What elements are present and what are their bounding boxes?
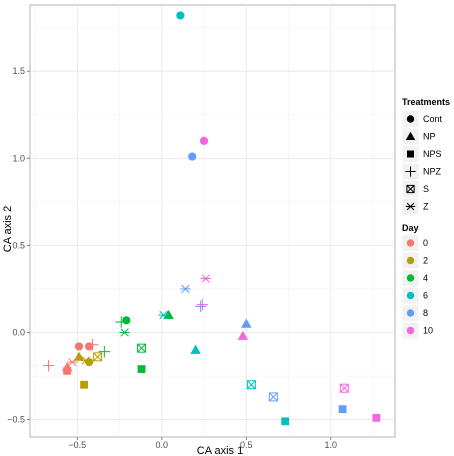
data-point	[241, 318, 252, 328]
y-tick-label: −0.5	[7, 415, 25, 425]
data-point	[66, 357, 78, 367]
data-point	[93, 352, 103, 362]
data-point	[246, 380, 256, 390]
data-point	[268, 392, 278, 402]
y-tick-label: 0.0	[12, 327, 25, 337]
legend-item-npz: NPZ	[401, 162, 442, 181]
data-point	[158, 310, 169, 320]
legend-label: S	[423, 184, 429, 194]
data-point	[281, 417, 290, 426]
legend-label: Cont	[423, 114, 443, 124]
data-point	[176, 11, 185, 20]
data-point	[42, 359, 55, 372]
legend-item-day-0: 0	[401, 234, 428, 252]
data-point	[137, 343, 147, 353]
data-point	[98, 345, 111, 358]
legend-label: 8	[423, 308, 428, 318]
x-tick-label: 1.0	[325, 440, 338, 450]
data-point	[163, 309, 174, 320]
legend-day-title: Day	[402, 223, 419, 233]
y-axis-title: CA axis 2	[2, 206, 14, 252]
x-tick-label: −0.5	[68, 440, 86, 450]
legend-item-s: S	[401, 180, 429, 198]
legend-item-day-2: 2	[401, 251, 428, 270]
legend-label: 0	[423, 238, 428, 248]
y-tick-label: 1.5	[12, 66, 25, 76]
legend-item-z: Z	[401, 197, 429, 216]
data-point	[200, 274, 211, 283]
data-point	[137, 365, 146, 373]
legend-item-nps: NPS	[401, 145, 442, 163]
legend-label: NPZ	[423, 167, 442, 177]
x-axis: −0.5 0.0 0.5 1.0	[68, 437, 337, 450]
legend-label: 2	[423, 256, 428, 266]
y-axis: −0.5 0.0 0.5 1.0 1.5	[7, 66, 30, 425]
legend-item-day-10: 10	[401, 321, 433, 340]
x-axis-title: CA axis 1	[197, 445, 243, 456]
data-point	[188, 152, 197, 161]
data-point	[86, 338, 99, 351]
data-point	[115, 316, 127, 328]
data-point	[339, 383, 349, 393]
data-point	[194, 300, 207, 313]
legend-item-day-4: 4	[401, 269, 428, 287]
y-tick-label: 1.0	[12, 153, 25, 163]
data-point	[119, 328, 130, 337]
plot-panel	[29, 4, 396, 438]
x-tick-label: 0.0	[156, 440, 169, 450]
data-point	[73, 351, 85, 361]
data-points	[42, 11, 381, 426]
legend-item-day-8: 8	[401, 304, 428, 322]
data-point	[180, 284, 191, 294]
legend-day: Day 0 2 4 6 8 10	[401, 223, 433, 340]
data-point	[80, 356, 92, 365]
y-tick-label: 0.5	[12, 240, 25, 250]
legend-label: NP	[423, 132, 436, 142]
data-point	[80, 380, 88, 389]
data-point	[372, 413, 381, 422]
legend-item-cont: Cont	[401, 110, 443, 128]
legend-label: NPS	[423, 149, 442, 159]
data-point	[196, 298, 209, 311]
data-point	[190, 344, 201, 354]
legend-label: 10	[423, 326, 433, 336]
data-point	[74, 342, 84, 351]
legend-label: 4	[423, 273, 428, 283]
legend-label: 6	[423, 291, 428, 301]
legend-item-day-6: 6	[401, 286, 428, 305]
data-point	[122, 316, 131, 325]
data-point	[237, 330, 249, 340]
data-point	[199, 136, 209, 145]
legend-label: Z	[423, 202, 429, 212]
data-point	[85, 342, 94, 351]
legend-item-np: NP	[401, 127, 436, 146]
plot-background	[29, 4, 396, 438]
x-tick-label: 0.5	[240, 440, 253, 450]
legend-treatments: Treatments Cont NP NPS NPZ SZ	[401, 97, 450, 216]
legend-treatments-title: Treatments	[402, 97, 450, 107]
data-point	[338, 405, 347, 414]
data-point	[63, 366, 72, 375]
